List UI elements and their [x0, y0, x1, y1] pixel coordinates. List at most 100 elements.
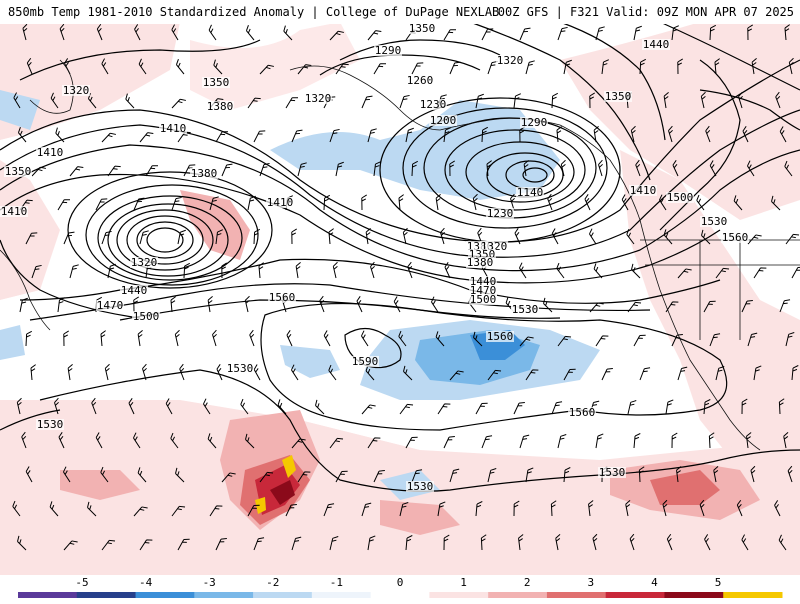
wind-barb-stroke	[699, 499, 705, 517]
wind-barb	[367, 437, 381, 449]
wind-barb	[677, 366, 688, 381]
wind-barb-stroke	[315, 399, 325, 415]
contour-label-bg	[598, 467, 626, 478]
wind-barb-stroke	[91, 397, 97, 415]
wind-barb-stroke	[323, 330, 331, 347]
wind-barb-stroke	[666, 533, 673, 551]
wind-barb-stroke	[12, 500, 21, 517]
colorbar-swatch	[311, 592, 372, 598]
wind-barb	[100, 466, 109, 483]
wind-barb-stroke	[513, 93, 521, 109]
contour-label-bg	[516, 187, 544, 198]
wind-barb-stroke	[631, 263, 641, 279]
wind-barb	[666, 533, 673, 551]
wind-barb-stroke	[57, 297, 65, 313]
wind-barb	[373, 161, 381, 177]
wind-barb-stroke	[431, 296, 439, 313]
wind-barb-stroke	[329, 128, 340, 143]
wind-barb-stroke	[627, 301, 642, 313]
wind-barb-stroke	[213, 59, 223, 75]
wind-barb	[54, 397, 59, 415]
wind-barb-stroke	[125, 93, 135, 109]
wind-barb	[639, 367, 651, 381]
wind-barb	[551, 228, 559, 245]
wind-barb-stroke	[747, 160, 755, 177]
wind-barb-stroke	[481, 28, 494, 41]
wind-barb-stroke	[633, 25, 642, 41]
wind-barb-stroke	[513, 500, 520, 517]
wind-barb	[133, 296, 140, 313]
wind-barb	[245, 25, 255, 41]
wind-barb-stroke	[639, 58, 647, 75]
wind-barb	[671, 25, 679, 41]
contour-label: 1500	[667, 191, 694, 204]
contour-label-bg	[468, 249, 496, 260]
wind-barb	[519, 27, 531, 41]
wind-barb	[133, 197, 145, 211]
wind-barb	[370, 261, 375, 279]
wind-barb-stroke	[709, 333, 721, 347]
wind-barb	[601, 368, 613, 381]
wind-barb-stroke	[133, 432, 141, 449]
wind-barb	[319, 295, 325, 313]
wind-barb	[481, 28, 494, 41]
wind-barb	[514, 228, 521, 245]
wind-barb	[677, 58, 684, 75]
wind-barb	[543, 297, 553, 313]
wind-barb-stroke	[747, 234, 762, 245]
wind-barb-stroke	[259, 471, 274, 483]
wind-barb	[631, 263, 641, 279]
wind-barb-stroke	[212, 329, 217, 347]
wind-barb	[100, 330, 106, 347]
wind-barb-stroke	[557, 434, 567, 449]
contour-label-bg	[480, 241, 508, 252]
wind-barb	[557, 335, 572, 347]
wind-barb	[486, 160, 492, 177]
wind-barb	[259, 64, 274, 75]
contour-label-bg	[568, 407, 596, 418]
wind-barb-stroke	[563, 59, 572, 75]
wind-barb-stroke	[589, 92, 596, 109]
wind-barb	[361, 404, 376, 415]
wind-barb-stroke	[361, 502, 372, 517]
colorbar-tick-label: -4	[139, 576, 153, 589]
wind-barb-stroke	[785, 233, 800, 245]
wind-barb	[175, 467, 185, 483]
wind-barb	[213, 59, 223, 75]
wind-barb	[513, 93, 521, 109]
wind-barb-stroke	[437, 403, 451, 415]
wind-barb-stroke	[247, 195, 256, 211]
contour-label: 1410	[1, 205, 28, 218]
wind-barb-stroke	[291, 228, 298, 245]
colorbar-swatch	[135, 592, 195, 598]
wind-barb	[403, 365, 413, 381]
wind-barb	[633, 433, 641, 449]
colorbar-swatch	[605, 592, 665, 598]
wind-barb-stroke	[101, 58, 109, 75]
contour-label-bg	[486, 331, 514, 342]
wind-barb-stroke	[525, 467, 534, 483]
wind-barb-stroke	[747, 24, 754, 41]
wind-barb-stroke	[361, 330, 369, 347]
contour-label-bg	[469, 285, 497, 296]
wind-barb	[513, 402, 525, 415]
wind-barb	[557, 26, 568, 41]
contour-label-bg	[36, 419, 64, 430]
wind-barb-stroke	[69, 166, 84, 177]
wind-barb-stroke	[746, 432, 752, 449]
wind-barb-stroke	[543, 297, 553, 313]
wind-barb	[449, 160, 456, 177]
wind-barb-stroke	[291, 364, 299, 381]
wind-barb	[295, 262, 301, 279]
wind-barb	[96, 23, 103, 41]
wind-barb-stroke	[751, 58, 757, 75]
contour-label-bg	[429, 115, 457, 126]
contour-label: 1470	[97, 299, 124, 312]
wind-barb-stroke	[437, 501, 446, 517]
wind-barb	[95, 198, 108, 211]
wind-barb	[633, 334, 646, 347]
wind-barb	[473, 331, 483, 347]
wind-barb	[215, 538, 227, 551]
wind-barb	[753, 267, 767, 279]
contour-label-bg	[159, 123, 187, 134]
